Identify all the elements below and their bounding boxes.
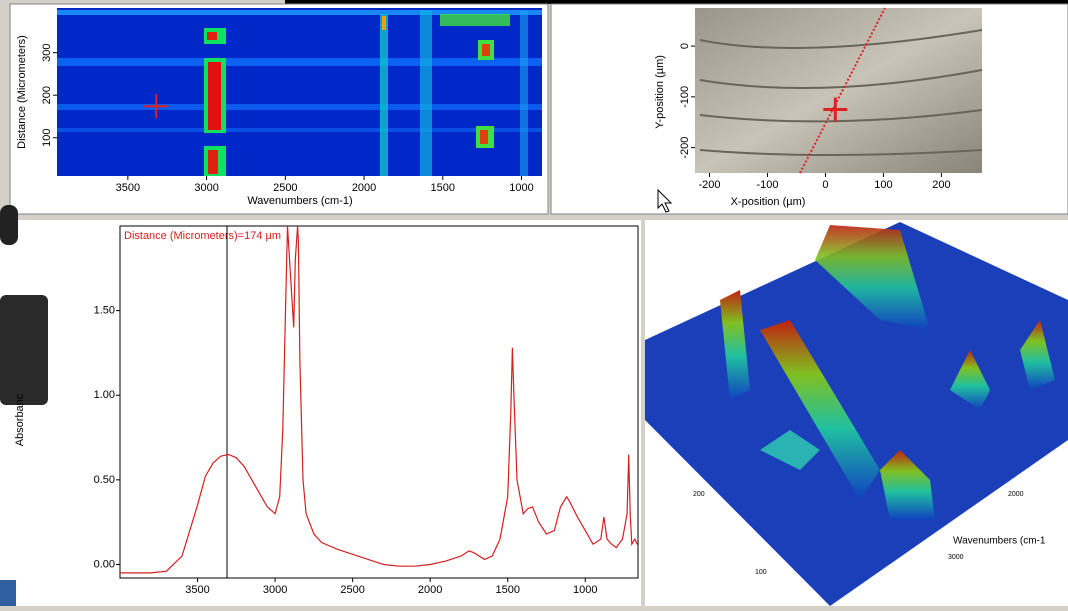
photo-fragment bbox=[0, 580, 16, 606]
band bbox=[480, 130, 488, 144]
surface-base bbox=[645, 222, 1068, 606]
spectrum-panel bbox=[0, 220, 641, 606]
spectrum-line bbox=[120, 226, 638, 574]
surface-ridge bbox=[720, 290, 750, 400]
photo-fragment bbox=[0, 295, 48, 405]
y-axis-label: Distance (Micrometers) bbox=[16, 35, 28, 149]
y-axis-label: Y-position (µm) bbox=[654, 55, 666, 129]
x-tick-label: 0 bbox=[822, 179, 828, 191]
y-tick-label: 200 bbox=[41, 86, 53, 104]
x-axis-label: Wavenumbers (cm-1) bbox=[247, 195, 352, 207]
surface-label: 2000 bbox=[1008, 491, 1024, 498]
x-tick-label: 100 bbox=[874, 179, 892, 191]
stripe bbox=[57, 104, 542, 110]
band bbox=[420, 10, 432, 176]
stripe bbox=[57, 58, 542, 66]
x-tick-label: 3000 bbox=[263, 584, 287, 596]
heatmap bbox=[57, 8, 542, 176]
x-axis-label: X-position (µm) bbox=[731, 196, 806, 208]
band bbox=[520, 10, 528, 176]
x-tick-label: 1000 bbox=[573, 584, 597, 596]
band bbox=[440, 14, 510, 26]
x-tick-label: 2500 bbox=[340, 584, 364, 596]
x-tick-label: 1500 bbox=[431, 182, 455, 194]
surface-label: 100 bbox=[755, 569, 767, 576]
x-tick-label: 2500 bbox=[273, 182, 297, 194]
surface-ridge bbox=[815, 225, 930, 330]
plot-frame bbox=[119, 225, 639, 579]
band bbox=[382, 16, 386, 30]
surface-axis-label: Wavenumbers (cm-1 bbox=[953, 536, 1046, 547]
x-tick-label: 200 bbox=[932, 179, 950, 191]
y-tick-label: 1.50 bbox=[94, 305, 115, 317]
annotation: Distance (Micrometers)=174 µm bbox=[124, 230, 281, 242]
y-tick-label: 100 bbox=[41, 129, 53, 147]
x-tick-label: 3500 bbox=[116, 182, 140, 194]
band bbox=[207, 32, 217, 40]
x-tick-label: 1000 bbox=[509, 182, 533, 194]
surface-ridge bbox=[760, 320, 880, 500]
photo-fragment bbox=[0, 205, 18, 245]
micrograph bbox=[695, 8, 982, 173]
surface-label: 3000 bbox=[948, 554, 964, 561]
surface-label: 200 bbox=[693, 491, 705, 498]
y-tick-label: -100 bbox=[679, 86, 691, 108]
surface-ridge bbox=[760, 430, 820, 470]
y-tick-label: -200 bbox=[679, 137, 691, 159]
heatmap-bg bbox=[57, 8, 542, 176]
micrograph-texture bbox=[699, 29, 983, 156]
stripe bbox=[57, 128, 542, 132]
band bbox=[380, 14, 388, 176]
surface-ridge bbox=[1020, 320, 1055, 390]
title-bar bbox=[285, 0, 1068, 4]
y-tick-label: 1.00 bbox=[94, 389, 115, 401]
surface-ridge bbox=[950, 350, 990, 410]
y-tick-label: 0 bbox=[679, 43, 691, 49]
x-tick-label: 3500 bbox=[185, 584, 209, 596]
y-tick-label: 0.00 bbox=[94, 558, 115, 570]
band bbox=[482, 44, 490, 56]
y-axis-label: Absorbanc bbox=[14, 393, 26, 446]
stripe bbox=[57, 10, 542, 15]
x-tick-label: 1500 bbox=[495, 584, 519, 596]
x-tick-label: -100 bbox=[756, 179, 778, 191]
scan-line bbox=[799, 7, 886, 174]
band bbox=[208, 150, 218, 174]
mouse-pointer bbox=[657, 188, 673, 213]
x-tick-label: 2000 bbox=[352, 182, 376, 194]
y-tick-label: 300 bbox=[41, 43, 53, 61]
surface-ridge bbox=[880, 450, 935, 520]
y-tick-label: 0.50 bbox=[94, 474, 115, 486]
band bbox=[208, 62, 221, 130]
x-tick-label: -200 bbox=[698, 179, 720, 191]
x-tick-label: 3000 bbox=[194, 182, 218, 194]
x-tick-label: 2000 bbox=[418, 584, 442, 596]
